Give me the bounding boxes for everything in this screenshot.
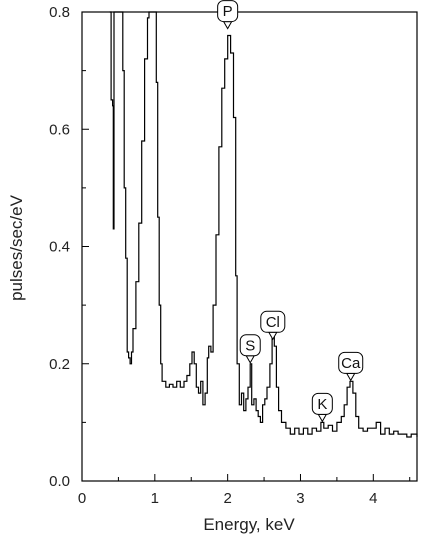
- x-tick-label: 2: [223, 490, 231, 507]
- callout-pointer: [345, 372, 356, 382]
- peak-label-p: P: [217, 0, 239, 30]
- peak-label-cl: Cl: [260, 310, 286, 341]
- callout-pointer: [222, 21, 233, 30]
- y-tick-label: 0.0: [49, 473, 70, 490]
- y-axis-title: pulses/sec/eV: [7, 194, 26, 300]
- peak-label-ca: Ca: [338, 351, 364, 382]
- callout-box: [260, 310, 286, 333]
- y-tick-label: 0.6: [49, 121, 70, 138]
- callout-pointer: [267, 331, 278, 341]
- x-axis-title: Energy, keV: [203, 515, 295, 534]
- plot-border: [81, 11, 418, 482]
- x-tick-label: 3: [296, 490, 304, 507]
- callout-box: [311, 392, 333, 415]
- callout-pointer: [317, 413, 328, 423]
- y-tick-label: 0.2: [49, 356, 70, 373]
- x-tick-label: 4: [369, 490, 377, 507]
- y-tick-label: 0.8: [49, 4, 70, 21]
- peak-label-k: K: [311, 392, 333, 423]
- x-tick-label: 0: [78, 490, 86, 507]
- spectrum-line: [109, 11, 418, 438]
- axis-tick-labels: 0 1 2 3 4 0.0 0.2 0.4 0.6 0.8: [49, 4, 377, 507]
- y-tick-label: 0.4: [49, 239, 70, 256]
- x-tick-label: 1: [151, 490, 159, 507]
- callout-box: [239, 334, 261, 357]
- peak-label-text: Cl: [266, 314, 280, 331]
- peak-label-text: S: [245, 337, 255, 354]
- peak-label-text: Ca: [341, 355, 361, 372]
- peak-label-text: K: [317, 396, 327, 413]
- peak-label-text: P: [223, 3, 233, 20]
- callout-box: [338, 351, 364, 374]
- callout-pointer: [245, 355, 256, 364]
- axis-ticks: [81, 11, 411, 482]
- callout-box: [217, 0, 239, 23]
- peak-markers: P S Cl K Ca: [217, 0, 364, 423]
- peak-label-s: S: [239, 334, 261, 364]
- plot-frame: [81, 11, 418, 482]
